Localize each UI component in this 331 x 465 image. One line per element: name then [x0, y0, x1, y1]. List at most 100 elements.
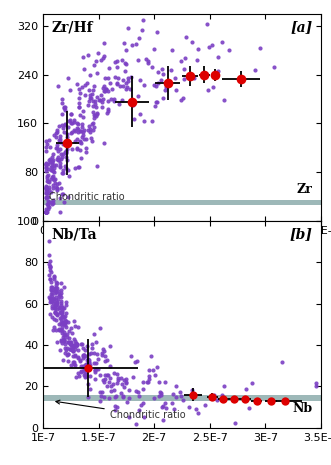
Point: [154, 99, 160, 106]
Point: [79, 140, 84, 147]
Point: [109, 85, 115, 93]
Point: [74, 341, 80, 348]
Point: [72, 341, 77, 349]
Point: [71, 341, 76, 349]
Point: [59, 190, 65, 198]
Point: [84, 360, 90, 367]
Point: [105, 357, 110, 364]
Point: [44, 206, 49, 213]
Point: [71, 343, 76, 351]
Point: [51, 181, 56, 189]
Point: [97, 372, 103, 379]
Point: [54, 288, 59, 295]
Point: [54, 185, 59, 192]
Point: [101, 40, 106, 47]
Point: [65, 318, 71, 325]
Point: [89, 120, 95, 128]
Point: [44, 185, 50, 193]
Point: [102, 375, 107, 383]
Point: [58, 132, 63, 140]
Point: [65, 137, 70, 145]
Point: [101, 82, 106, 90]
Point: [162, 399, 167, 407]
Point: [53, 301, 59, 308]
Point: [87, 125, 92, 133]
Point: [57, 308, 62, 316]
Point: [152, 394, 157, 401]
Point: [67, 172, 72, 179]
Point: [104, 371, 109, 379]
Point: [63, 147, 68, 155]
Point: [57, 138, 62, 146]
Point: [160, 404, 165, 411]
Point: [51, 326, 56, 334]
Point: [48, 166, 54, 174]
Point: [44, 201, 49, 208]
Point: [99, 350, 105, 357]
Point: [48, 297, 54, 305]
Point: [45, 177, 51, 184]
Point: [67, 340, 72, 347]
Point: [87, 361, 92, 369]
Point: [105, 98, 111, 105]
Point: [211, 392, 216, 399]
Point: [154, 82, 159, 90]
Point: [59, 279, 64, 287]
Point: [54, 301, 59, 308]
Point: [92, 369, 97, 376]
Point: [313, 379, 318, 386]
Point: [123, 375, 128, 382]
Point: [63, 312, 68, 319]
Point: [46, 261, 51, 268]
Point: [93, 57, 98, 64]
Point: [156, 80, 161, 87]
Point: [46, 200, 51, 207]
Point: [62, 328, 67, 335]
Point: [57, 290, 62, 298]
Point: [51, 272, 56, 280]
Point: [52, 295, 57, 303]
Point: [46, 186, 52, 194]
Point: [44, 208, 49, 215]
Point: [49, 286, 54, 293]
Point: [80, 107, 85, 114]
Point: [124, 399, 130, 406]
Point: [206, 43, 212, 51]
Point: [51, 294, 56, 301]
Text: Nb: Nb: [293, 402, 313, 415]
Point: [50, 172, 55, 179]
Point: [44, 159, 49, 167]
Point: [100, 388, 105, 395]
Point: [280, 359, 285, 366]
Point: [76, 86, 81, 93]
Point: [44, 208, 49, 215]
Point: [170, 399, 175, 406]
Point: [62, 321, 67, 328]
Point: [93, 359, 98, 367]
Point: [178, 96, 184, 104]
Point: [81, 135, 86, 142]
Point: [44, 160, 49, 167]
Point: [55, 156, 60, 164]
Point: [57, 326, 62, 333]
Point: [139, 26, 144, 33]
Point: [51, 286, 56, 294]
Point: [79, 83, 84, 90]
Point: [168, 66, 173, 74]
Point: [67, 118, 72, 125]
Point: [77, 127, 82, 135]
Point: [61, 284, 67, 291]
Point: [57, 346, 63, 354]
Point: [93, 104, 98, 111]
Point: [71, 359, 76, 366]
Point: [45, 190, 51, 197]
Point: [91, 111, 96, 119]
Point: [44, 208, 49, 215]
Point: [60, 305, 66, 312]
Point: [123, 85, 129, 93]
Point: [58, 291, 63, 299]
Point: [60, 339, 65, 347]
Point: [120, 77, 126, 84]
Point: [57, 136, 62, 144]
Point: [44, 160, 49, 168]
